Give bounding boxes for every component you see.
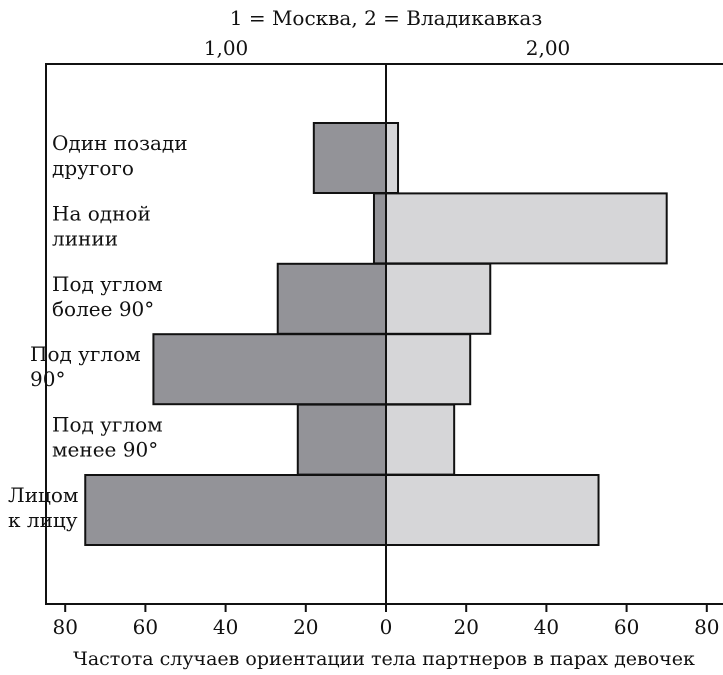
x-tick-label-8: 80 bbox=[694, 615, 719, 639]
category-label-2-line-1: более 90° bbox=[52, 297, 154, 321]
series-2-bars bbox=[385, 122, 668, 546]
bar-series-1-4 bbox=[296, 403, 387, 476]
category-label-3-line-1: 90° bbox=[30, 367, 65, 391]
x-tick-label-5: 20 bbox=[453, 615, 478, 639]
plot-frame bbox=[45, 63, 723, 605]
bar-series-2-1 bbox=[385, 192, 668, 265]
x-tick-label-4: 0 bbox=[380, 615, 393, 639]
x-tick-label-0: 80 bbox=[52, 615, 77, 639]
x-axis-ticks: 80 60 40 20 0 20 40 60 80 bbox=[52, 604, 720, 639]
bar-series-1-3 bbox=[152, 333, 387, 406]
category-label-4-line-1: менее 90° bbox=[52, 438, 158, 462]
chart-title: 1 = Москва, 2 = Владикавказ bbox=[230, 6, 543, 30]
bar-series-2-0 bbox=[385, 122, 400, 194]
x-tick-label-6: 40 bbox=[534, 615, 559, 639]
bar-series-1-1 bbox=[372, 192, 388, 265]
bar-series-1-5 bbox=[84, 474, 387, 546]
series-1-bars bbox=[84, 122, 388, 546]
bar-series-2-4 bbox=[385, 403, 456, 476]
top-label-series-2: 2,00 bbox=[526, 36, 571, 60]
bar-series-2-5 bbox=[385, 474, 600, 546]
x-axis-title: Частота случаев ориентации тела партнеро… bbox=[73, 648, 695, 670]
category-label-5-line-0: Лицом bbox=[8, 483, 78, 507]
category-label-2-line-0: Под углом bbox=[52, 272, 163, 296]
bar-series-2-3 bbox=[385, 333, 472, 406]
x-tick-label-3: 20 bbox=[293, 615, 318, 639]
top-label-series-1: 1,00 bbox=[204, 36, 249, 60]
x-tick-label-2: 40 bbox=[213, 615, 238, 639]
category-label-0-line-0: Один позади bbox=[52, 131, 188, 155]
category-label-3-line-0: Под углом bbox=[30, 342, 141, 366]
x-tick-label-7: 60 bbox=[614, 615, 639, 639]
category-label-1-line-0: На одной bbox=[52, 201, 151, 225]
bar-series-2-2 bbox=[385, 262, 492, 335]
category-label-1-line-1: линии bbox=[52, 226, 118, 250]
category-label-5-line-1: к лицу bbox=[8, 508, 78, 532]
x-tick-label-1: 60 bbox=[133, 615, 158, 639]
category-label-0-line-1: другого bbox=[52, 156, 134, 180]
bar-series-1-0 bbox=[312, 122, 388, 194]
bar-series-1-2 bbox=[276, 262, 388, 335]
category-label-4-line-0: Под углом bbox=[52, 413, 163, 437]
